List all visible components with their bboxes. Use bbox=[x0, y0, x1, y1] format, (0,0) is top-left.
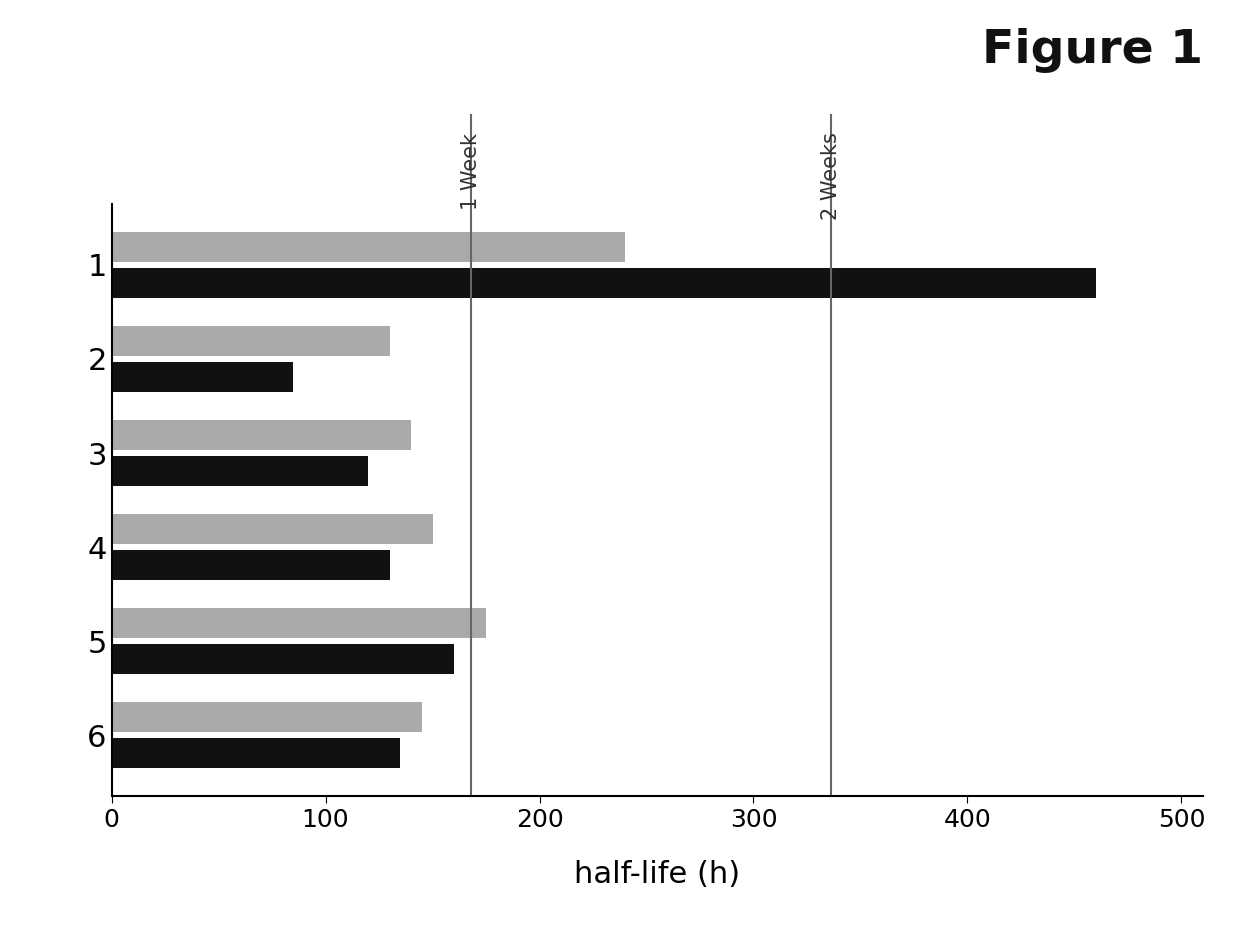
Bar bbox=[112, 550, 389, 580]
Text: 1 Week: 1 Week bbox=[461, 132, 481, 209]
Bar bbox=[112, 644, 454, 674]
Text: Figure 1: Figure 1 bbox=[982, 28, 1203, 73]
Bar bbox=[112, 456, 368, 486]
X-axis label: half-life (h): half-life (h) bbox=[574, 860, 740, 889]
Bar bbox=[112, 268, 1096, 298]
Bar bbox=[112, 702, 422, 732]
Bar bbox=[112, 232, 625, 262]
Text: 2 Weeks: 2 Weeks bbox=[821, 132, 841, 220]
Bar bbox=[112, 514, 433, 544]
Bar bbox=[112, 326, 389, 357]
Bar bbox=[112, 738, 401, 769]
Bar bbox=[112, 420, 412, 450]
Bar bbox=[112, 362, 294, 392]
Bar bbox=[112, 608, 486, 638]
